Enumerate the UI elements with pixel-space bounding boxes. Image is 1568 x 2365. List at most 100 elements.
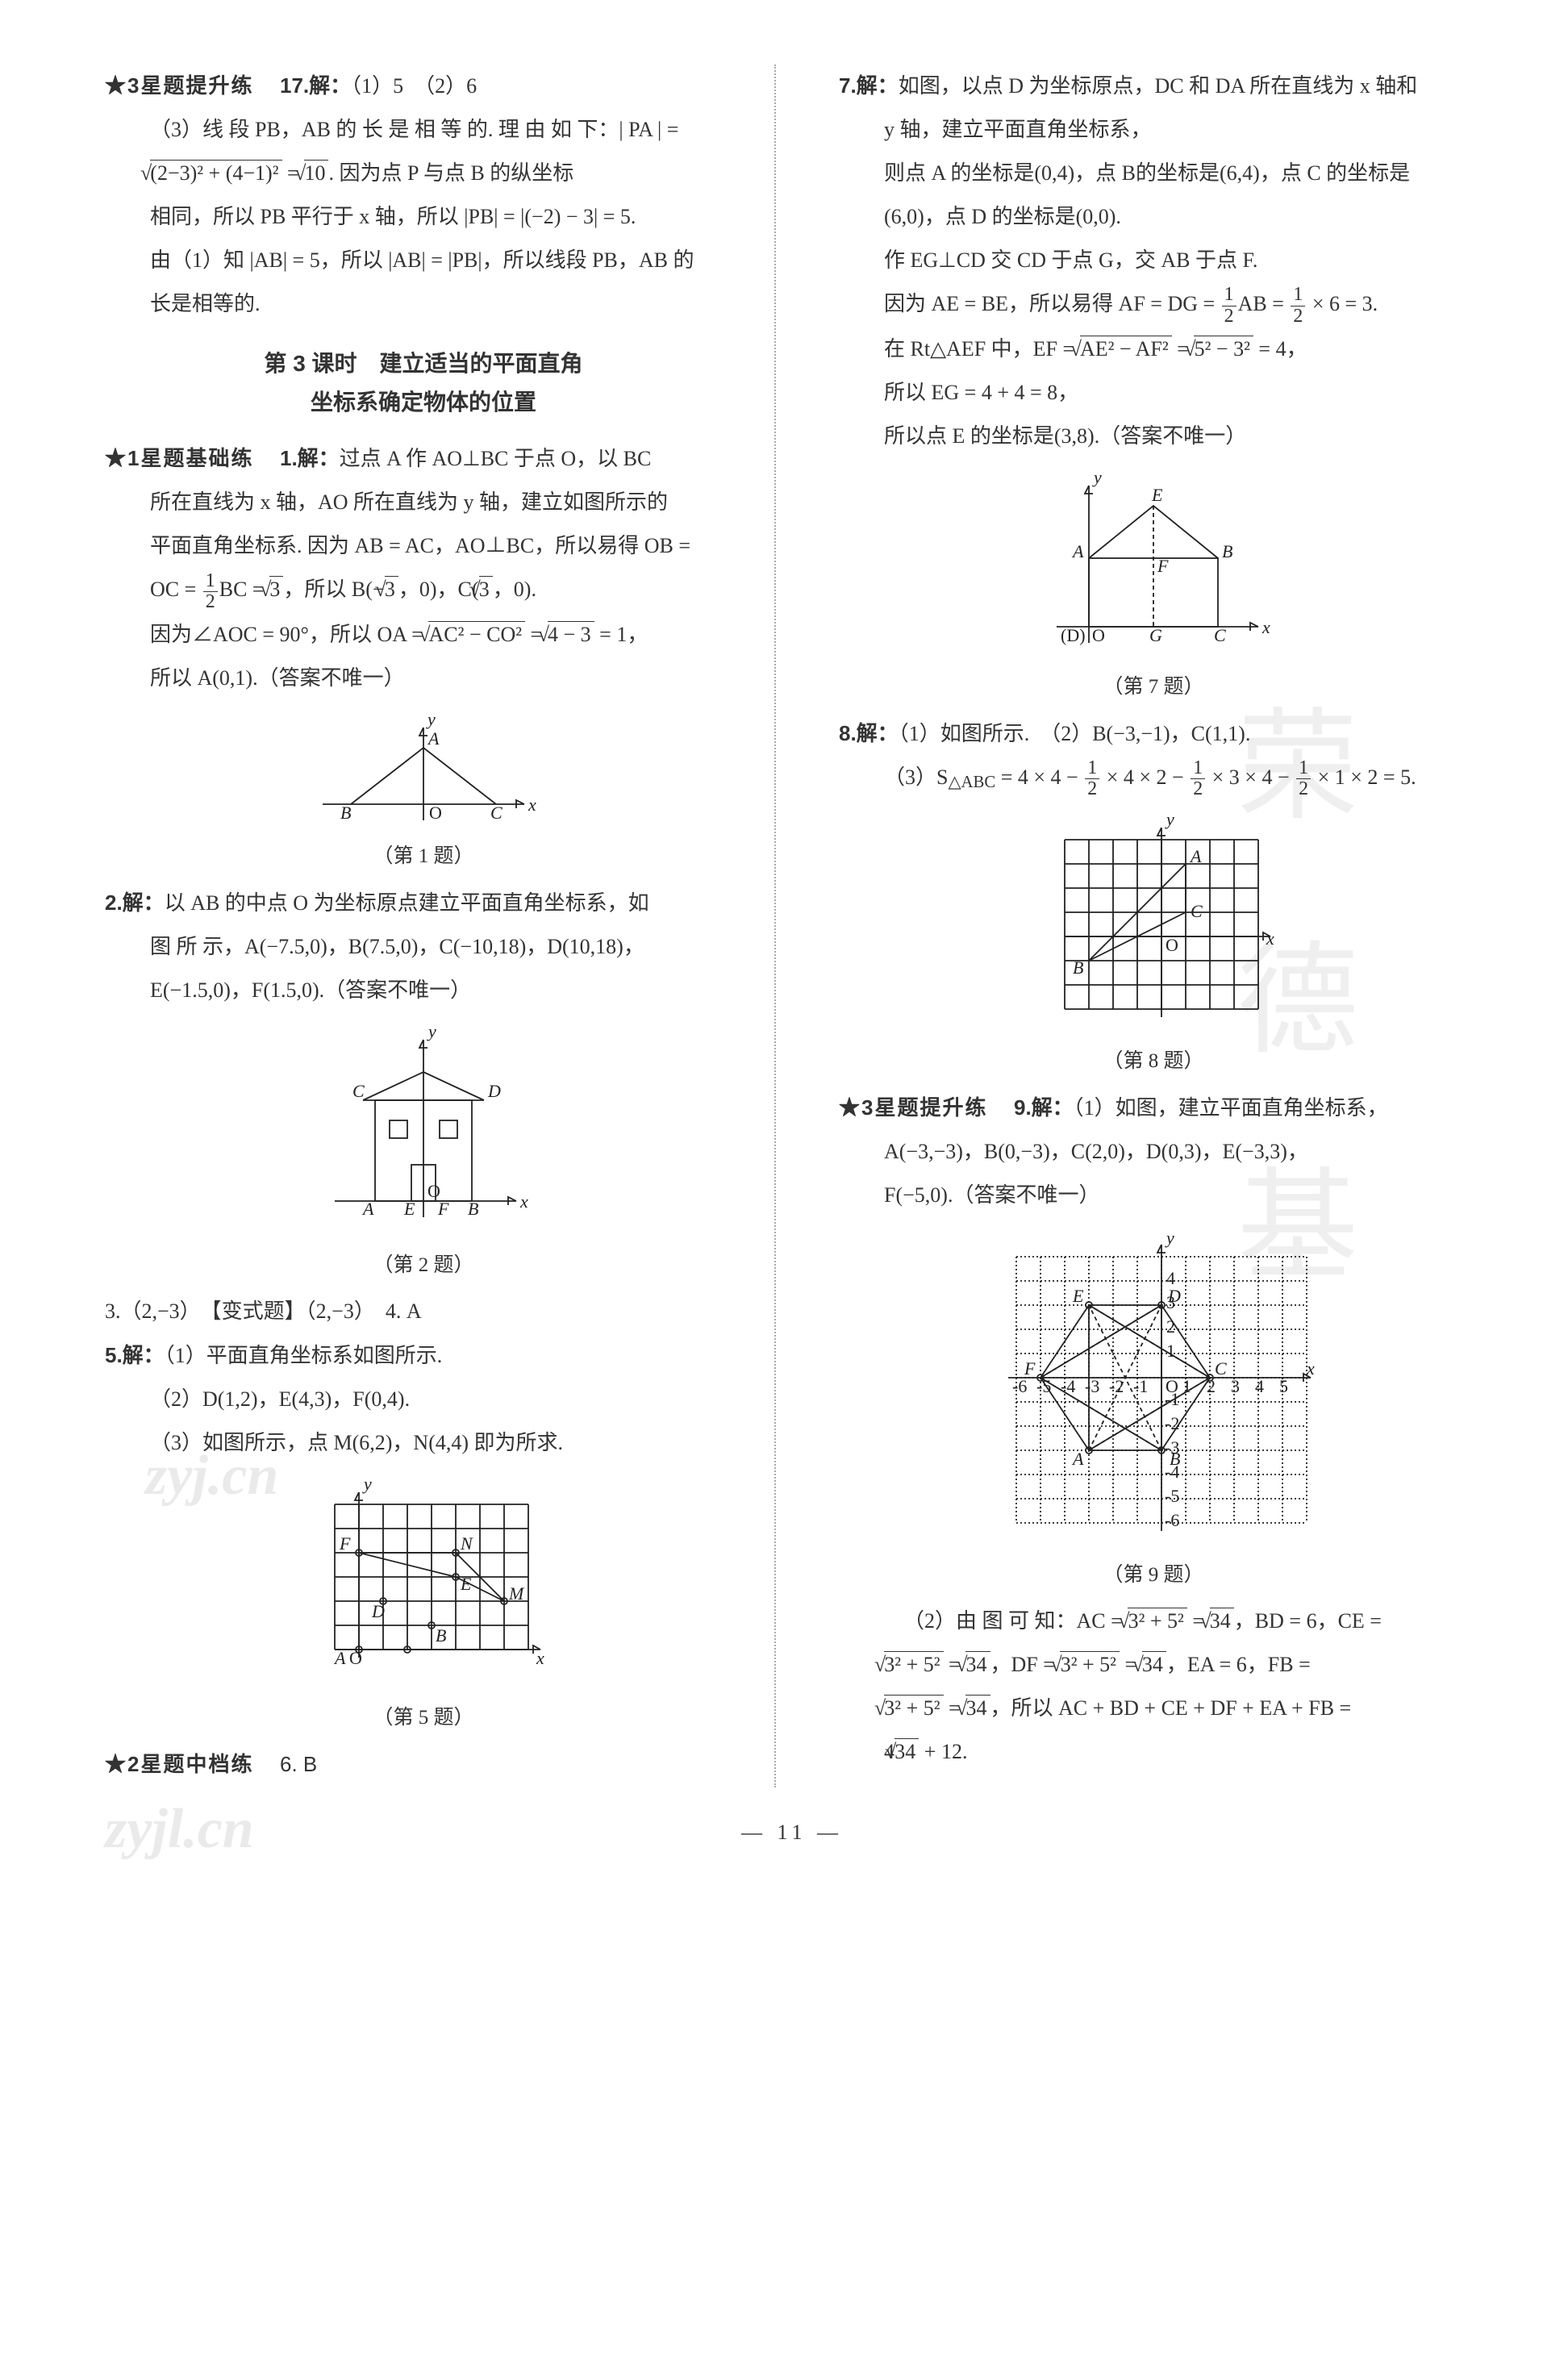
svg-text:y: y [1092,473,1102,487]
svg-text:y: y [427,1028,436,1041]
q9-number: 9.解： [1014,1095,1074,1120]
svg-text:E: E [460,1574,472,1594]
q1-c: 平面直角坐标系. 因为 AB = AC，AO⊥BC，所以易得 OB = [105,525,742,567]
q17-number: 17.解： [280,73,351,98]
svg-text:F: F [1157,556,1169,576]
q1-sqrt3b: 3 [385,576,398,602]
q5-a: （1）平面直角坐标系如图所示. [165,1344,443,1367]
svg-text:C: C [1191,901,1203,921]
svg-text:N: N [460,1533,473,1554]
q2-a: 以 AB 的中点 O 为坐标原点建立平面直角坐标系，如 [165,891,649,915]
svg-text:B: B [1073,957,1083,978]
q9-2b-m2: ，DF = [990,1653,1061,1676]
q9-2b-r2: 34 [965,1651,990,1677]
figure-8-caption: （第 8 题） [839,1041,1468,1082]
q9-2b-r4: 34 [1142,1651,1166,1677]
lesson-title-line1: 第 3 课时 建立适当的平面直角 [105,344,742,383]
q9-2b-r1: 3² + 5² [884,1651,944,1677]
q7-e: 作 EG⊥CD 交 CD 于点 G，交 AB 于点 F. [839,240,1468,282]
q8-head-line: 8.解：（1）如图所示. （2）B(−3,−1)，C(1,1). [839,712,1468,755]
figure-1: y x A B C O [105,715,742,828]
page-columns: ★3星题提升练 17.解：（1）5 （2）6 （3）线 段 PB，AB 的 长 … [105,65,1479,1787]
q17-3a: （3）线 段 PB，AB 的 长 是 相 等 的. 理 由 如 下：| PA |… [105,109,742,151]
q17-3e: 长是相等的. [105,283,742,325]
figure-2: y x A E F B C D O [105,1028,742,1237]
q9-2a: （2）由 图 可 知：AC = 3² + 5² = 34，BD = 6，CE = [839,1600,1468,1642]
svg-text:C: C [1215,1358,1227,1379]
q9-2c-r2: 34 [965,1695,990,1721]
q8-a: （1）如图所示. （2）B(−3,−1)，C(1,1). [899,722,1251,745]
frac-h4: 12 [1085,758,1099,799]
q1-e-pre: 因为∠AOC = 90°，所以 OA = [150,623,428,646]
sqrt-10: 10 [304,160,328,186]
q9-2c: 3² + 5² = 34，所以 AC + BD + CE + DF + EA +… [839,1687,1468,1729]
q7-i: 所以点 E 的坐标是(3,8).（答案不唯一） [839,415,1468,457]
svg-text:-2: -2 [1165,1413,1179,1433]
svg-text:x: x [519,1191,528,1212]
q17-3b-tail: . 因为点 P 与点 B 的纵坐标 [328,161,573,185]
q1-e-tail: = 1， [594,623,648,646]
svg-text:A: A [333,1648,346,1668]
q7-g-rad2: 5² − 3² [1194,336,1253,361]
q1-sqrt3c: 3 [479,576,493,602]
q7-f-tail: × 6 = 3. [1307,292,1378,315]
lesson-title: 第 3 课时 建立适当的平面直角 坐标系确定物体的位置 [105,344,742,421]
q9-c: F(−5,0).（答案不唯一） [839,1174,1468,1216]
q3-q4: 3.（2,−3） 【变式题】（2,−3） 4. A [105,1291,742,1333]
q9-2b-m4: ，EA = 6，FB = [1166,1653,1311,1676]
q9-2d-tail: + 12. [919,1740,967,1763]
svg-text:1: 1 [1166,1341,1175,1361]
svg-text:x: x [528,795,536,815]
q2-b: 图 所 示，A(−7.5,0)，B(7.5,0)，C(−10,18)，D(10,… [105,926,742,968]
q7-number: 7.解： [839,73,899,98]
svg-text:y: y [1165,1233,1174,1248]
q8-b-mid: = 4 × 4 − [995,765,1083,789]
svg-text:-3: -3 [1085,1376,1099,1396]
lesson-title-line2: 坐标系确定物体的位置 [105,383,742,422]
svg-text:A: A [427,728,440,749]
svg-text:x: x [1261,617,1270,637]
svg-text:O: O [1092,625,1105,645]
q1-sqrt3a: 3 [269,576,283,602]
svg-text:E: E [1072,1286,1084,1306]
svg-text:(D): (D) [1061,625,1086,645]
star-3-label-r: ★3星题提升练 [839,1095,987,1120]
q1-a: 过点 A 作 AO⊥BC 于点 O，以 BC [340,447,652,470]
frac-half-3: 12 [1291,285,1305,326]
svg-text:F: F [437,1199,449,1219]
q5-number: 5.解： [105,1343,165,1367]
q17-3b: (2−3)² + (4−1)² = 10. 因为点 P 与点 B 的纵坐标 [105,152,742,194]
q9-2a-pre: （2）由 图 可 知：AC = [903,1609,1128,1633]
q7-f-mid: AB = [1238,292,1290,315]
svg-text:-6: -6 [1165,1510,1179,1530]
svg-text:D: D [1167,1286,1181,1306]
q1-d-tail3: ，0). [493,578,536,601]
q8-b-p2: × 3 × 4 − [1207,765,1295,789]
figure-8: y x O A C B [839,815,1468,1033]
svg-text:-6: -6 [1012,1376,1027,1396]
star-1-label: ★1星题基础练 [105,446,253,470]
q8-b-sub: △ABC [948,773,995,791]
svg-text:O: O [349,1648,362,1668]
figure-5: y x A O F N E M D B [105,1480,742,1690]
q1-e-rad2: 4 − 3 [548,621,594,647]
frac-h5: 12 [1191,758,1205,799]
q9-2c-r1: 3² + 5² [884,1695,944,1721]
svg-text:A: A [361,1199,374,1219]
svg-text:M: M [508,1583,525,1604]
q8-b: （3）S△ABC = 4 × 4 − 12 × 4 × 2 − 12 × 3 ×… [839,757,1468,800]
svg-text:C: C [352,1081,365,1101]
q9-2b-r3: 3² + 5² [1060,1651,1120,1677]
svg-text:B: B [340,803,351,823]
svg-text:E: E [1151,485,1163,505]
q2-c: E(−1.5,0)，F(1.5,0).（答案不唯一） [105,970,742,1011]
svg-text:-2: -2 [1109,1376,1124,1396]
figure-5-caption: （第 5 题） [105,1698,742,1738]
frac-h6: 12 [1296,758,1311,799]
q17-head-line: ★3星题提升练 17.解：（1）5 （2）6 [105,65,742,107]
svg-text:-5: -5 [1165,1486,1179,1506]
q7-head-line: 7.解：如图，以点 D 为坐标原点，DC 和 DA 所在直线为 x 轴和 [839,65,1468,107]
left-column: ★3星题提升练 17.解：（1）5 （2）6 （3）线 段 PB，AB 的 长 … [105,65,766,1787]
q1-e-rad: AC² − CO² [428,621,525,647]
q1-d: OC = 12BC = 3，所以 B(−3，0)，C(3，0). [105,569,742,612]
